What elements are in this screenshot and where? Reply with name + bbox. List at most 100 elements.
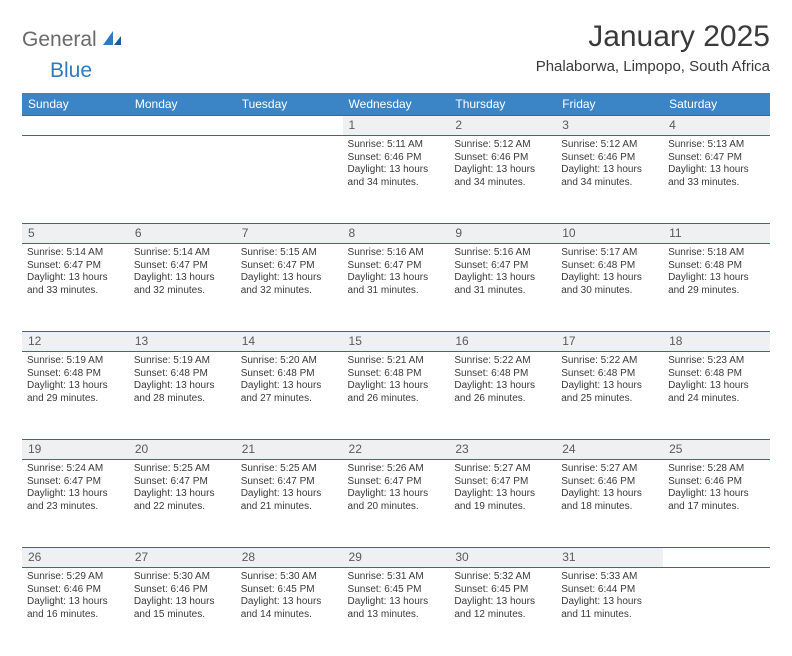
sunset-text: Sunset: 6:47 PM	[27, 260, 124, 273]
sunrise-text: Sunrise: 5:32 AM	[454, 571, 551, 584]
daylight-text: Daylight: 13 hours and 16 minutes.	[27, 596, 124, 621]
day-cell: Sunrise: 5:28 AMSunset: 6:46 PMDaylight:…	[663, 460, 770, 548]
sunset-text: Sunset: 6:44 PM	[561, 584, 658, 597]
day-number: 11	[663, 224, 770, 244]
sunset-text: Sunset: 6:47 PM	[454, 476, 551, 489]
content-row: Sunrise: 5:24 AMSunset: 6:47 PMDaylight:…	[22, 460, 770, 548]
day-number	[663, 548, 770, 568]
day-number: 20	[129, 440, 236, 460]
sunset-text: Sunset: 6:47 PM	[27, 476, 124, 489]
sunset-text: Sunset: 6:47 PM	[668, 152, 765, 165]
sunrise-text: Sunrise: 5:24 AM	[27, 463, 124, 476]
day-cell: Sunrise: 5:13 AMSunset: 6:47 PMDaylight:…	[663, 136, 770, 224]
sunset-text: Sunset: 6:48 PM	[241, 368, 338, 381]
day-cell: Sunrise: 5:24 AMSunset: 6:47 PMDaylight:…	[22, 460, 129, 548]
day-cell	[236, 136, 343, 224]
daylight-text: Daylight: 13 hours and 34 minutes.	[454, 164, 551, 189]
daylight-text: Daylight: 13 hours and 30 minutes.	[561, 272, 658, 297]
sunset-text: Sunset: 6:47 PM	[134, 476, 231, 489]
daylight-text: Daylight: 13 hours and 26 minutes.	[454, 380, 551, 405]
logo-text-blue: Blue	[22, 59, 92, 82]
daynum-row: 262728293031	[22, 548, 770, 568]
day-number: 12	[22, 332, 129, 352]
day-number: 28	[236, 548, 343, 568]
day-header: Sunday	[22, 93, 129, 116]
sunrise-text: Sunrise: 5:18 AM	[668, 247, 765, 260]
sunrise-text: Sunrise: 5:16 AM	[348, 247, 445, 260]
sunrise-text: Sunrise: 5:14 AM	[134, 247, 231, 260]
day-number: 2	[449, 116, 556, 136]
calendar-table: Sunday Monday Tuesday Wednesday Thursday…	[22, 93, 770, 656]
sunset-text: Sunset: 6:48 PM	[561, 368, 658, 381]
daylight-text: Daylight: 13 hours and 32 minutes.	[241, 272, 338, 297]
sunset-text: Sunset: 6:45 PM	[454, 584, 551, 597]
sunrise-text: Sunrise: 5:14 AM	[27, 247, 124, 260]
sunset-text: Sunset: 6:48 PM	[454, 368, 551, 381]
day-cell: Sunrise: 5:12 AMSunset: 6:46 PMDaylight:…	[556, 136, 663, 224]
day-cell: Sunrise: 5:26 AMSunset: 6:47 PMDaylight:…	[343, 460, 450, 548]
daynum-row: 1234	[22, 116, 770, 136]
sunrise-text: Sunrise: 5:16 AM	[454, 247, 551, 260]
day-cell: Sunrise: 5:14 AMSunset: 6:47 PMDaylight:…	[22, 244, 129, 332]
daylight-text: Daylight: 13 hours and 20 minutes.	[348, 488, 445, 513]
day-cell: Sunrise: 5:22 AMSunset: 6:48 PMDaylight:…	[449, 352, 556, 440]
day-header-row: Sunday Monday Tuesday Wednesday Thursday…	[22, 93, 770, 116]
sunset-text: Sunset: 6:45 PM	[348, 584, 445, 597]
daylight-text: Daylight: 13 hours and 31 minutes.	[454, 272, 551, 297]
sunset-text: Sunset: 6:47 PM	[241, 476, 338, 489]
sunrise-text: Sunrise: 5:31 AM	[348, 571, 445, 584]
day-number: 5	[22, 224, 129, 244]
daylight-text: Daylight: 13 hours and 26 minutes.	[348, 380, 445, 405]
day-header: Friday	[556, 93, 663, 116]
day-number: 23	[449, 440, 556, 460]
day-cell: Sunrise: 5:19 AMSunset: 6:48 PMDaylight:…	[129, 352, 236, 440]
day-number: 4	[663, 116, 770, 136]
daylight-text: Daylight: 13 hours and 29 minutes.	[27, 380, 124, 405]
daynum-row: 12131415161718	[22, 332, 770, 352]
daylight-text: Daylight: 13 hours and 21 minutes.	[241, 488, 338, 513]
day-number: 7	[236, 224, 343, 244]
daylight-text: Daylight: 13 hours and 24 minutes.	[668, 380, 765, 405]
sunset-text: Sunset: 6:48 PM	[134, 368, 231, 381]
day-number: 9	[449, 224, 556, 244]
daylight-text: Daylight: 13 hours and 15 minutes.	[134, 596, 231, 621]
daylight-text: Daylight: 13 hours and 17 minutes.	[668, 488, 765, 513]
logo-text-general: General	[22, 28, 97, 52]
day-cell: Sunrise: 5:14 AMSunset: 6:47 PMDaylight:…	[129, 244, 236, 332]
day-number: 17	[556, 332, 663, 352]
day-header: Saturday	[663, 93, 770, 116]
daylight-text: Daylight: 13 hours and 32 minutes.	[134, 272, 231, 297]
sunset-text: Sunset: 6:47 PM	[241, 260, 338, 273]
sunrise-text: Sunrise: 5:20 AM	[241, 355, 338, 368]
sunrise-text: Sunrise: 5:11 AM	[348, 139, 445, 152]
day-cell: Sunrise: 5:20 AMSunset: 6:48 PMDaylight:…	[236, 352, 343, 440]
sunrise-text: Sunrise: 5:28 AM	[668, 463, 765, 476]
sunset-text: Sunset: 6:48 PM	[668, 368, 765, 381]
day-header: Thursday	[449, 93, 556, 116]
sunset-text: Sunset: 6:48 PM	[561, 260, 658, 273]
sunset-text: Sunset: 6:48 PM	[27, 368, 124, 381]
sunrise-text: Sunrise: 5:29 AM	[27, 571, 124, 584]
day-cell: Sunrise: 5:18 AMSunset: 6:48 PMDaylight:…	[663, 244, 770, 332]
daylight-text: Daylight: 13 hours and 34 minutes.	[561, 164, 658, 189]
day-number: 3	[556, 116, 663, 136]
day-number	[22, 116, 129, 136]
sunrise-text: Sunrise: 5:21 AM	[348, 355, 445, 368]
logo: General	[22, 20, 125, 52]
sunrise-text: Sunrise: 5:22 AM	[454, 355, 551, 368]
daylight-text: Daylight: 13 hours and 33 minutes.	[668, 164, 765, 189]
day-number: 24	[556, 440, 663, 460]
day-cell: Sunrise: 5:25 AMSunset: 6:47 PMDaylight:…	[236, 460, 343, 548]
day-number: 19	[22, 440, 129, 460]
day-number: 29	[343, 548, 450, 568]
content-row: Sunrise: 5:11 AMSunset: 6:46 PMDaylight:…	[22, 136, 770, 224]
daylight-text: Daylight: 13 hours and 14 minutes.	[241, 596, 338, 621]
day-cell: Sunrise: 5:19 AMSunset: 6:48 PMDaylight:…	[22, 352, 129, 440]
daylight-text: Daylight: 13 hours and 18 minutes.	[561, 488, 658, 513]
day-number: 13	[129, 332, 236, 352]
day-number	[129, 116, 236, 136]
sunrise-text: Sunrise: 5:12 AM	[454, 139, 551, 152]
day-number: 22	[343, 440, 450, 460]
sunrise-text: Sunrise: 5:13 AM	[668, 139, 765, 152]
day-cell: Sunrise: 5:25 AMSunset: 6:47 PMDaylight:…	[129, 460, 236, 548]
